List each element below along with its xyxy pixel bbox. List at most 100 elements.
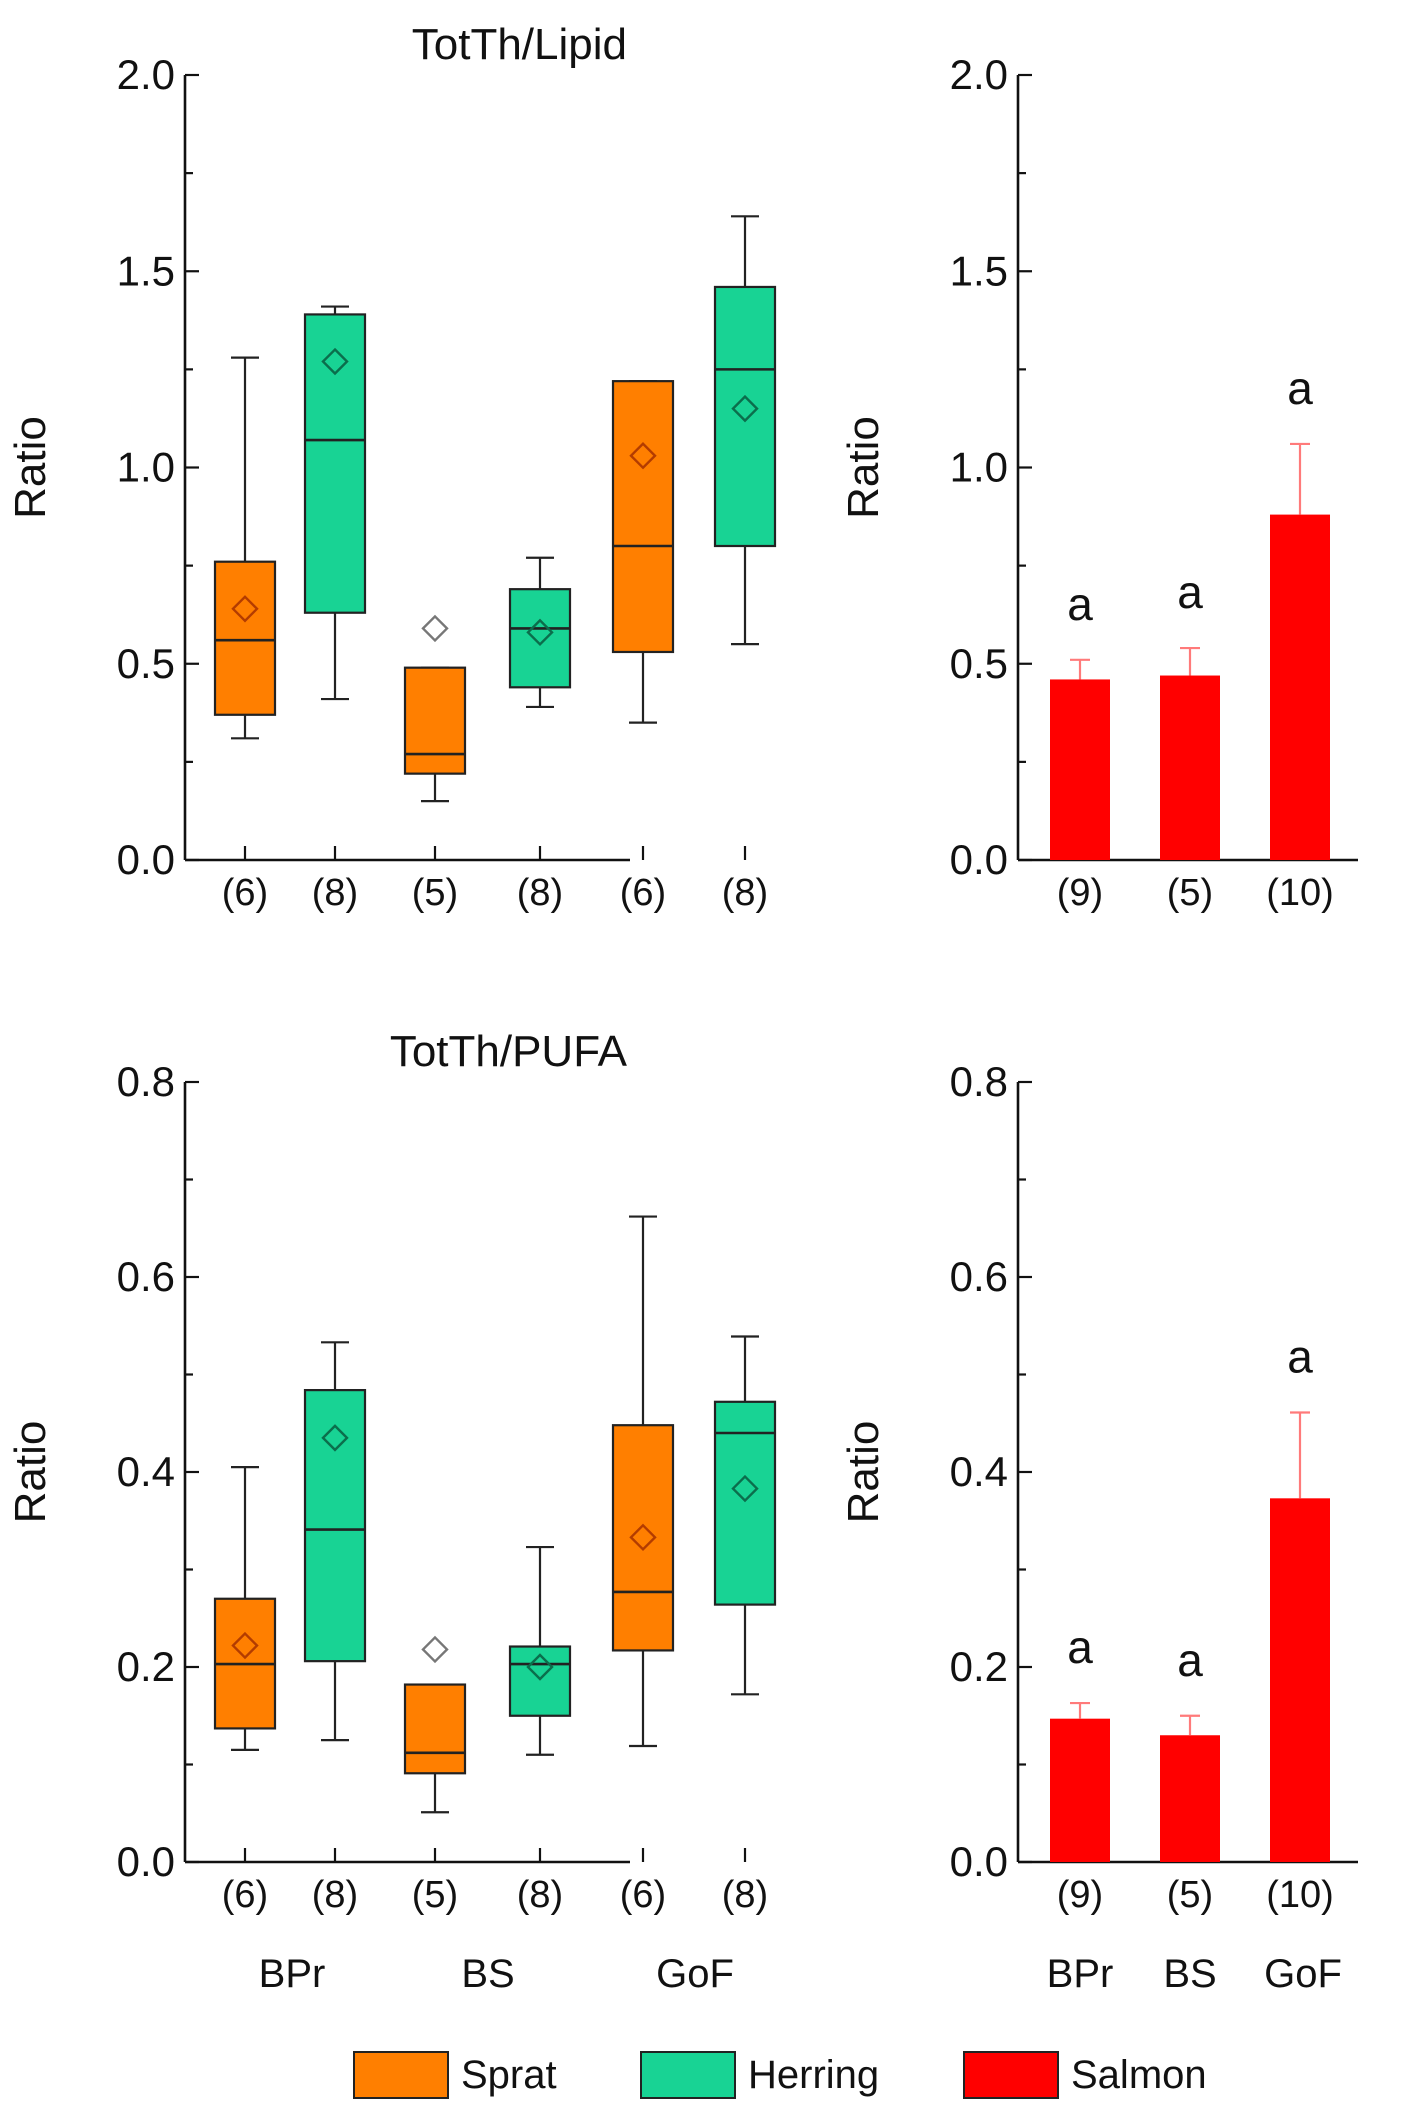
sample-size-label: (6) bbox=[620, 1874, 666, 1916]
outlier-marker bbox=[421, 1635, 449, 1664]
legend-swatch-herring bbox=[640, 2051, 736, 2099]
y-tick-label: 0.4 bbox=[117, 1448, 175, 1495]
box-herring bbox=[303, 1341, 367, 1742]
y-tick-label: 1.0 bbox=[117, 444, 175, 491]
panel-totth-pufa-box: 0.0 0.2 0.4 0.6 0.8 Ratio TotTh/PUFA BPr BS GoF (6… bbox=[6, 1027, 777, 1996]
bar bbox=[1270, 514, 1330, 860]
x-group-label: BS bbox=[1163, 1952, 1216, 1996]
y-axis-label: Ratio bbox=[839, 1421, 888, 1524]
mean-marker bbox=[231, 1631, 259, 1660]
legend-label-sprat: Sprat bbox=[461, 2052, 557, 2097]
box-sprat bbox=[403, 614, 467, 803]
sample-size-label: (8) bbox=[312, 1874, 358, 1916]
bar-salmon bbox=[1160, 646, 1220, 860]
panel-totth-lipid-box: 0.0 0.5 1.0 1.5 2.0 Ratio TotTh/Lipid (6) (8) (5)… bbox=[6, 20, 777, 914]
y-tick-label: 1.5 bbox=[117, 247, 175, 294]
legend-item-salmon: Salmon bbox=[963, 2050, 1207, 2100]
bar bbox=[1160, 675, 1220, 860]
significance-letter: a bbox=[1177, 566, 1203, 618]
chart-title: TotTh/Lipid bbox=[412, 20, 627, 69]
y-axis-label: Ratio bbox=[6, 1421, 55, 1524]
sample-size-label: (6) bbox=[222, 872, 268, 914]
bar-salmon bbox=[1270, 442, 1330, 860]
box-herring bbox=[508, 1545, 572, 1756]
y-tick-label: 0.2 bbox=[950, 1643, 1008, 1690]
mean-marker bbox=[526, 1653, 554, 1681]
box-sprat bbox=[213, 356, 277, 740]
bar bbox=[1160, 1735, 1220, 1862]
box-sprat bbox=[611, 1215, 675, 1748]
y-tick-label: 0.0 bbox=[117, 1838, 175, 1885]
x-group-label: GoF bbox=[656, 1952, 734, 1996]
legend: Sprat Herring Salmon bbox=[0, 2032, 1401, 2112]
x-group-label: GoF bbox=[1264, 1952, 1342, 1996]
bar-salmon bbox=[1050, 658, 1110, 860]
mean-marker bbox=[731, 1474, 759, 1503]
mean-marker bbox=[731, 394, 759, 423]
sample-size-label: (8) bbox=[517, 1874, 563, 1916]
chart-title: TotTh/PUFA bbox=[390, 1027, 628, 1076]
box-body bbox=[508, 588, 572, 689]
legend-swatch-salmon bbox=[963, 2051, 1059, 2099]
bar bbox=[1270, 1498, 1330, 1862]
significance-letter: a bbox=[1067, 1621, 1093, 1673]
box-body bbox=[611, 380, 675, 654]
box-herring bbox=[713, 215, 777, 646]
y-tick-label: 0.8 bbox=[117, 1058, 175, 1105]
box-body bbox=[508, 1645, 572, 1717]
box-body bbox=[713, 285, 777, 548]
bar-salmon bbox=[1160, 1714, 1220, 1862]
sample-size-label: (8) bbox=[517, 872, 563, 914]
bar-salmon bbox=[1050, 1701, 1110, 1862]
sample-size-label: (5) bbox=[412, 872, 458, 914]
panel-totth-lipid-bar: 0.0 0.5 1.0 1.5 2.0 Ratio a (9) a (5) a (10) bbox=[839, 51, 1358, 914]
bar bbox=[1050, 1718, 1110, 1862]
bar-salmon bbox=[1270, 1411, 1330, 1862]
mean-marker bbox=[321, 347, 349, 376]
y-axis-label: Ratio bbox=[6, 416, 55, 519]
outlier-marker bbox=[421, 614, 449, 643]
box-sprat bbox=[213, 1466, 277, 1751]
box-herring bbox=[508, 556, 572, 709]
mean-marker bbox=[231, 595, 259, 623]
box-sprat bbox=[611, 380, 675, 724]
y-tick-label: 0.6 bbox=[950, 1253, 1008, 1300]
y-tick-label: 0.4 bbox=[950, 1448, 1008, 1495]
sample-size-label: (5) bbox=[1167, 1874, 1213, 1916]
bar bbox=[1050, 679, 1110, 860]
box-herring bbox=[713, 1335, 777, 1696]
box-body bbox=[303, 313, 367, 614]
sample-size-label: (6) bbox=[620, 872, 666, 914]
y-tick-label: 2.0 bbox=[950, 51, 1008, 98]
y-tick-label: 0.0 bbox=[117, 836, 175, 883]
legend-item-sprat: Sprat bbox=[353, 2050, 557, 2100]
y-tick-label: 0.6 bbox=[117, 1253, 175, 1300]
sample-size-label: (9) bbox=[1057, 1874, 1103, 1916]
box-body bbox=[611, 1424, 675, 1652]
sample-size-label: (8) bbox=[312, 872, 358, 914]
legend-label-salmon: Salmon bbox=[1071, 2052, 1207, 2097]
legend-item-herring: Herring bbox=[640, 2050, 879, 2100]
x-group-label: BPr bbox=[1047, 1952, 1114, 1996]
box-body bbox=[403, 666, 467, 775]
sample-size-label: (8) bbox=[722, 1874, 768, 1916]
significance-letter: a bbox=[1287, 362, 1313, 414]
box-body bbox=[713, 1400, 777, 1606]
x-group-label: BPr bbox=[259, 1952, 326, 1996]
sample-size-label: (9) bbox=[1057, 872, 1103, 914]
significance-letter: a bbox=[1067, 578, 1093, 630]
significance-letter: a bbox=[1177, 1634, 1203, 1686]
y-tick-label: 0.2 bbox=[117, 1643, 175, 1690]
box-herring bbox=[303, 305, 367, 701]
y-tick-label: 0.0 bbox=[950, 1838, 1008, 1885]
legend-label-herring: Herring bbox=[748, 2052, 880, 2097]
y-tick-label: 0.8 bbox=[950, 1058, 1008, 1105]
sample-size-label: (8) bbox=[722, 872, 768, 914]
panel-totth-pufa-bar: 0.0 0.2 0.4 0.6 0.8 Ratio BPr BS GoF a (9) a (5) a (10… bbox=[839, 1058, 1358, 1996]
mean-marker bbox=[321, 1424, 349, 1452]
sample-size-label: (10) bbox=[1266, 872, 1334, 914]
significance-letter: a bbox=[1287, 1331, 1313, 1383]
y-tick-label: 2.0 bbox=[117, 51, 175, 98]
box-body bbox=[213, 560, 277, 716]
